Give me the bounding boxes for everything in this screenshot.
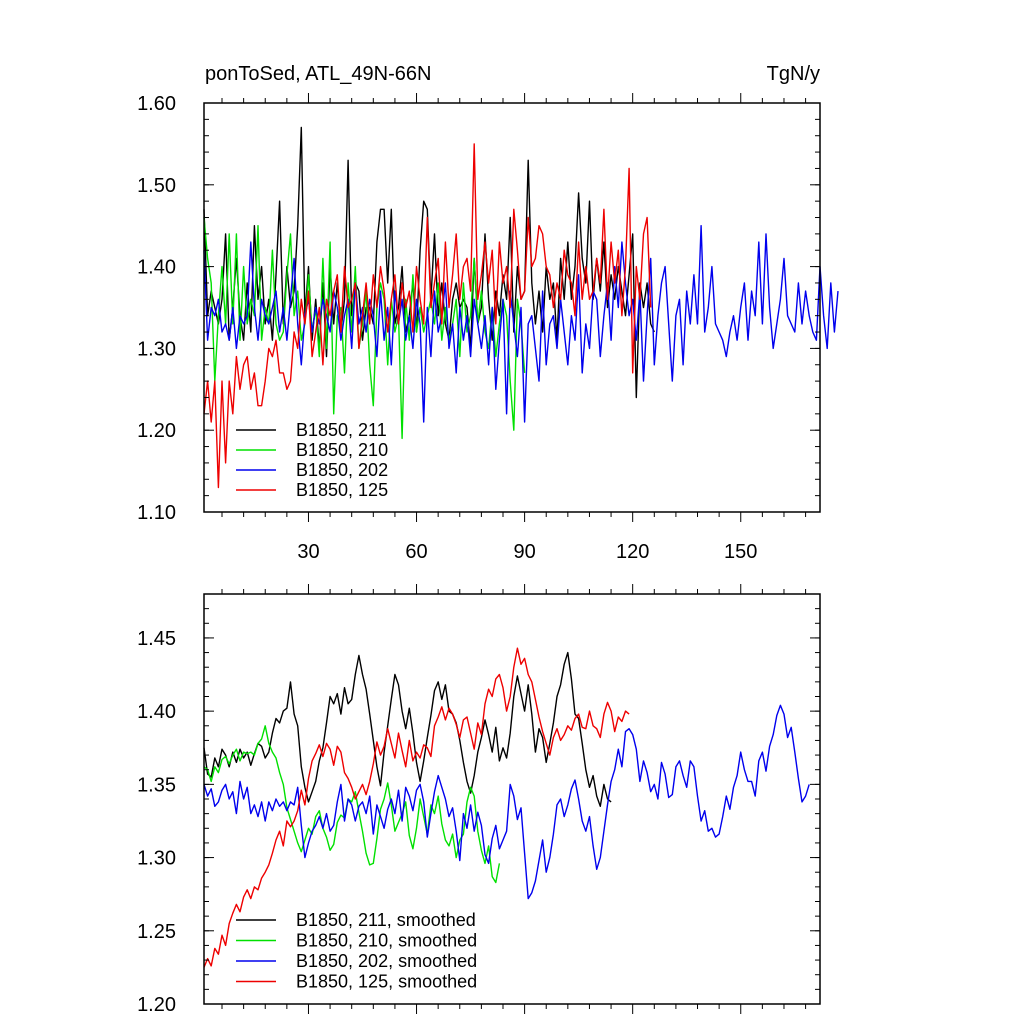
top-series-line-4 — [203, 143, 652, 489]
top-y-tick-label: 1.20 — [137, 420, 176, 442]
top-plot-frame — [203, 102, 821, 513]
top-x-tick-label: 120 — [616, 541, 649, 563]
bottom-series-line-3 — [203, 704, 810, 900]
bottom-legend-label-2: B1850, 210, smoothed — [296, 931, 477, 951]
top-panel-title: ponToSed, ATL_49N-66N — [205, 63, 431, 85]
top-legend-label-1: B1850, 211 — [296, 420, 387, 440]
top-x-tick-label: 150 — [724, 541, 757, 563]
bottom-y-tick-label: 1.35 — [137, 774, 176, 796]
top-x-tick-label: 60 — [405, 541, 427, 563]
bottom-panel: 1.20 1.25 1.30 1.35 1.40 1.45 B1850, 211, smo… — [137, 584, 821, 1016]
top-y-tick-label: 1.10 — [137, 502, 176, 524]
top-x-tick-label: 30 — [297, 541, 319, 563]
top-panel: ponToSed, ATL_49N-66N TgN/y 1.10 1.20 1.30… — [137, 63, 839, 563]
bottom-series-group — [203, 647, 810, 968]
top-y-tick-label: 1.60 — [137, 93, 176, 115]
bottom-legend-label-4: B1850, 125, smoothed — [296, 972, 477, 992]
top-series-group — [203, 126, 839, 489]
top-legend-label-3: B1850, 202 — [296, 460, 388, 480]
bottom-series-line-1 — [203, 651, 612, 807]
top-ticks: 1.10 1.20 1.30 1.40 1.50 1.60 30 60 90 120 150 — [137, 93, 820, 563]
top-y-tick-label: 1.50 — [137, 175, 176, 197]
bottom-ticks: 1.20 1.25 1.30 1.35 1.40 1.45 — [137, 584, 820, 1016]
top-x-tick-label: 90 — [513, 541, 535, 563]
bottom-series-line-4 — [203, 647, 630, 968]
bottom-legend-label-1: B1850, 211, smoothed — [296, 910, 476, 930]
bottom-y-tick-label: 1.45 — [137, 628, 176, 650]
top-series-line-2 — [203, 217, 526, 440]
top-y-tick-label: 1.40 — [137, 257, 176, 279]
bottom-y-tick-label: 1.20 — [137, 994, 176, 1016]
bottom-y-tick-label: 1.40 — [137, 701, 176, 723]
top-y-tick-label: 1.30 — [137, 338, 176, 360]
top-legend-label-4: B1850, 125 — [296, 480, 388, 500]
top-panel-units: TgN/y — [767, 63, 820, 85]
bottom-y-tick-label: 1.30 — [137, 848, 176, 870]
top-legend-label-2: B1850, 210 — [296, 440, 388, 460]
bottom-legend-label-3: B1850, 202, smoothed — [296, 951, 477, 971]
bottom-series-line-2 — [203, 725, 501, 884]
bottom-y-tick-label: 1.25 — [137, 921, 176, 943]
